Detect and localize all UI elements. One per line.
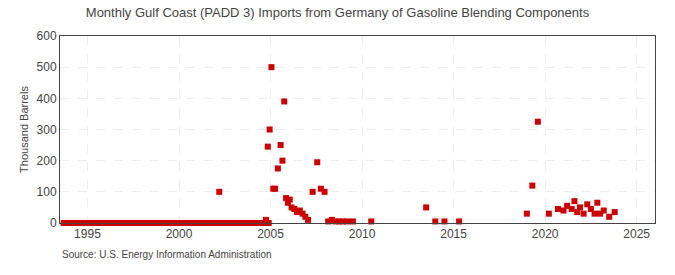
svg-text:300: 300	[37, 123, 57, 137]
svg-text:400: 400	[37, 92, 57, 106]
svg-text:2025: 2025	[623, 227, 650, 241]
svg-text:200: 200	[37, 154, 57, 168]
svg-text:100: 100	[37, 185, 57, 199]
svg-text:500: 500	[37, 60, 57, 74]
svg-text:2000: 2000	[166, 227, 193, 241]
svg-text:600: 600	[37, 29, 57, 43]
svg-text:1995: 1995	[74, 227, 101, 241]
svg-text:2005: 2005	[257, 227, 284, 241]
svg-text:Thousand Barrels: Thousand Barrels	[18, 86, 30, 173]
svg-text:Monthly Gulf Coast (PADD 3) Im: Monthly Gulf Coast (PADD 3) Imports from…	[86, 5, 590, 20]
svg-text:0: 0	[50, 216, 57, 230]
svg-text:2015: 2015	[440, 227, 467, 241]
svg-text:2020: 2020	[532, 227, 559, 241]
svg-text:Source: U.S. Energy Informatio: Source: U.S. Energy Information Administ…	[62, 249, 272, 260]
svg-text:2010: 2010	[349, 227, 376, 241]
